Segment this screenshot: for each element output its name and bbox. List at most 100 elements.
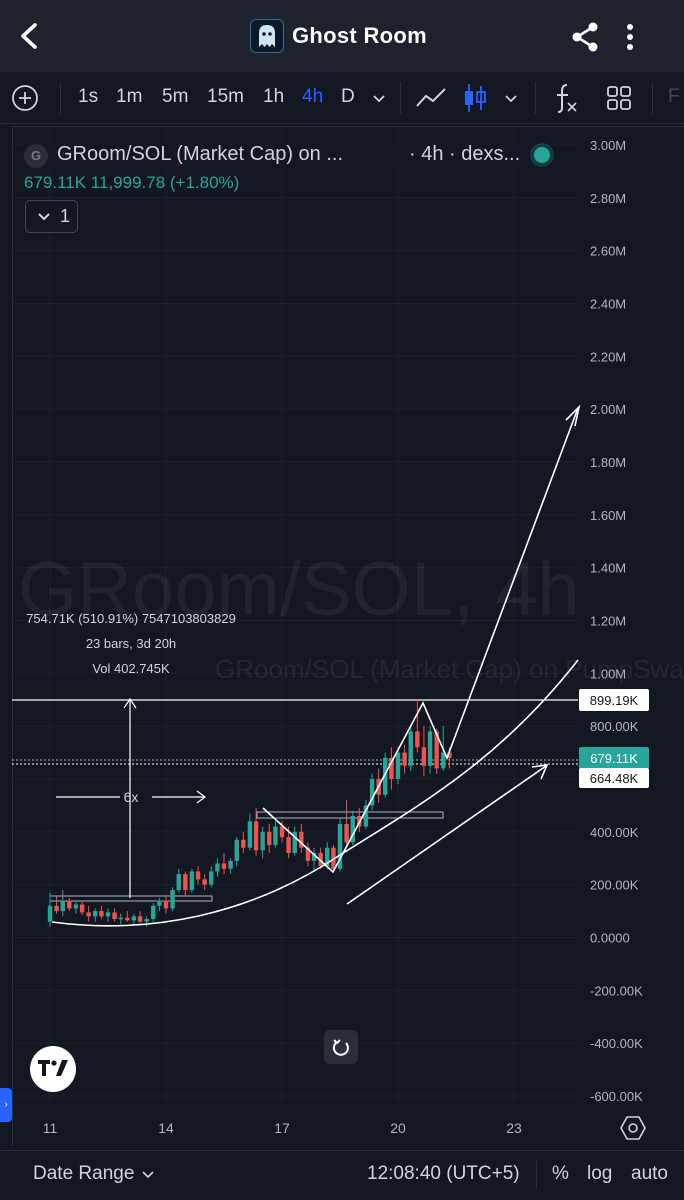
app-title: Ghost Room: [292, 23, 427, 48]
chevron-down-icon[interactable]: [504, 94, 518, 104]
y-tick-label: 800.00K: [590, 719, 639, 734]
candle-body: [221, 863, 227, 869]
toolbar-divider: [400, 82, 401, 114]
candle-body: [305, 847, 311, 861]
symbol-legend[interactable]: G GRoom/SOL (Market Cap) on ... · 4h · d…: [24, 141, 550, 171]
interval-1s[interactable]: 1s: [78, 86, 99, 107]
symbol-timeframe: · 4h · dexs...: [409, 143, 521, 165]
candle-body: [415, 731, 420, 748]
x-tick-label: 14: [158, 1120, 174, 1136]
candle-body: [209, 871, 214, 885]
time-axis: 11 14 17 20 23: [43, 1120, 522, 1136]
trend-arrow-head: [531, 764, 549, 780]
auto-scale-toggle[interactable]: auto: [631, 1163, 668, 1184]
toolbar-divider: [652, 82, 653, 114]
candle-body: [54, 905, 59, 912]
y-tick-label: 1.80M: [590, 455, 626, 470]
percent-scale-toggle[interactable]: %: [552, 1163, 569, 1184]
interval-5m[interactable]: 5m: [162, 86, 189, 107]
curve-drawing: [51, 659, 579, 927]
interval-1h[interactable]: 1h: [263, 86, 285, 107]
y-tick-label: 1.00M: [590, 666, 626, 681]
reset-chart-button[interactable]: [324, 1030, 358, 1064]
candle-body: [228, 860, 233, 869]
candlestick-icon[interactable]: [462, 82, 488, 114]
x-tick-label: 23: [506, 1120, 522, 1136]
candle-body: [441, 752, 446, 769]
y-tick-label: 400.00K: [590, 825, 639, 840]
y-tick-label: 2.80M: [590, 191, 626, 206]
candle-body: [241, 839, 246, 848]
side-panel-toggle-icon[interactable]: ›: [0, 1088, 12, 1122]
y-tick-label: 200.00K: [590, 878, 639, 893]
layout-grid-icon[interactable]: [606, 85, 632, 111]
date-range-button[interactable]: Date Range: [33, 1163, 135, 1184]
candle-body: [183, 874, 188, 890]
candle-body: [447, 752, 452, 759]
candle-body: [279, 826, 285, 838]
bottom-bar: Date Range 12:08:40 (UTC+5) % log auto: [0, 1150, 684, 1200]
candle-body: [189, 871, 195, 890]
current-price-label: 679.11K: [590, 751, 638, 766]
chart-grid: [13, 130, 578, 1108]
toolbar-overflow[interactable]: F: [668, 86, 680, 107]
y-tick-label: 2.20M: [590, 349, 626, 364]
more-vertical-icon[interactable]: [618, 22, 642, 52]
app-bar: Ghost Room: [0, 0, 684, 72]
candle-body: [176, 874, 181, 890]
chart-toolbar: 1s 1m 5m 15m 1h 4h D F: [0, 72, 684, 124]
chart-pane[interactable]: [12, 126, 684, 1146]
interval-1m[interactable]: 1m: [116, 86, 143, 107]
toolbar-divider: [535, 82, 536, 114]
symbol-badge: G: [24, 144, 48, 168]
clock-timezone[interactable]: 12:08:40 (UTC+5): [367, 1163, 520, 1184]
candle-body: [260, 831, 265, 851]
chevron-down-icon: [38, 213, 50, 221]
candle-body: [311, 852, 317, 861]
y-tick-label: 2.60M: [590, 244, 626, 259]
price-axis: 3.00M 2.80M 2.60M 2.40M 2.20M 2.00M 1.80M 1.60M…: [590, 138, 643, 1104]
chevron-down-icon[interactable]: [142, 1171, 154, 1179]
y-tick-label: -200.00K: [590, 983, 643, 998]
candle-body: [137, 916, 143, 922]
candle-body: [112, 912, 117, 920]
candle-body: [73, 904, 79, 909]
chevron-down-icon[interactable]: [372, 94, 386, 104]
share-icon[interactable]: [568, 20, 602, 54]
candle-body: [408, 731, 413, 766]
measure-horizontal-arrow-head: [196, 790, 206, 804]
app-title-group: Ghost Room: [250, 18, 427, 54]
market-status-dot-icon: [534, 147, 550, 163]
candle-body: [318, 852, 323, 867]
indicators-collapse-button[interactable]: 1: [25, 200, 78, 233]
line-tool-icon[interactable]: [415, 84, 447, 112]
indicators-count: 1: [60, 206, 71, 226]
y-tick-label: 1.20M: [590, 614, 626, 629]
settings-hexagon-icon[interactable]: [620, 1115, 646, 1141]
y-tick-label: 1.60M: [590, 508, 626, 523]
candle-body: [99, 911, 104, 917]
candle-body: [331, 847, 336, 869]
high-price-label: 899.19K: [590, 693, 639, 708]
watermark-line-1: GRoom/SOL, 4h: [18, 547, 580, 632]
tradingview-logo-icon[interactable]: [30, 1046, 76, 1092]
indicators-fx-icon[interactable]: [553, 82, 579, 114]
interval-d[interactable]: D: [341, 86, 355, 107]
candle-body: [325, 847, 330, 867]
interval-15m[interactable]: 15m: [207, 86, 244, 107]
reset-icon: [332, 1039, 349, 1056]
symbol-name[interactable]: GRoom/SOL (Market Cap) on ...: [57, 143, 344, 165]
candle-body: [195, 871, 201, 880]
log-scale-toggle[interactable]: log: [587, 1163, 613, 1184]
candle-body: [363, 805, 369, 827]
candle-body: [163, 900, 169, 909]
current-price-badge: 679.11K: [579, 747, 649, 769]
candle-body: [292, 831, 297, 853]
x-tick-label: 11: [43, 1120, 58, 1136]
add-circle-icon[interactable]: [11, 84, 39, 112]
candle-body: [131, 916, 137, 921]
back-arrow-icon[interactable]: [14, 20, 44, 52]
y-tick-label: 2.00M: [590, 402, 626, 417]
interval-4h[interactable]: 4h: [302, 86, 324, 107]
